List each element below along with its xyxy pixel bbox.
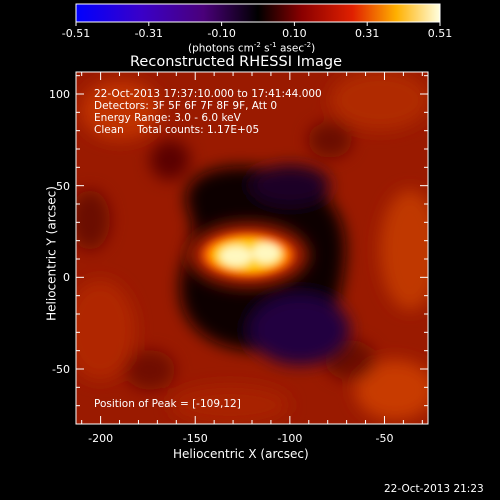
colorbar-tick-label: 0.51	[427, 27, 453, 40]
y-tick-label: -50	[52, 363, 70, 376]
colorbar-tick-label: -0.51	[61, 27, 91, 40]
annotation-peak-position: Position of Peak = [-109,12]	[94, 398, 241, 410]
annotation-detectors: Detectors: 3F 5F 6F 7F 8F 9F, Att 0	[94, 100, 278, 112]
x-tick-label: -200	[88, 432, 114, 445]
x-tick-label: -50	[375, 432, 394, 445]
annotation-time-range: 22-Oct-2013 17:37:10.000 to 17:41:44.000	[94, 88, 322, 100]
annotation-clean: Clean Total counts: 1.17E+05	[94, 124, 260, 136]
image-data	[76, 72, 428, 424]
colorbar	[75, 3, 441, 26]
colorbar-ticks	[75, 22, 441, 26]
colorbar-tick-label: 0.31	[354, 27, 380, 40]
footer-timestamp: 22-Oct-2013 21:23	[384, 483, 484, 495]
y-tick-label: 50	[56, 179, 70, 193]
colorbar-gradient	[75, 3, 441, 23]
y-tick-label: 0	[63, 271, 70, 285]
colorbar-tick-label: 0.10	[282, 27, 307, 40]
y-axis-label: Heliocentric Y (arcsec)	[44, 186, 59, 321]
colorbar-units: (photons cm-2 s-1 asec-2)	[188, 41, 316, 55]
plot-title: Reconstructed RHESSI Image	[130, 54, 343, 70]
x-tick-label: -150	[182, 432, 208, 445]
annotation-energy: Energy Range: 3.0 - 6.0 keV	[94, 112, 241, 124]
x-axis-label: Heliocentric X (arcsec)	[173, 447, 309, 461]
y-tick-label: 100	[49, 88, 70, 101]
colorbar-tick-label: -0.10	[207, 27, 236, 40]
axis-ticks	[76, 72, 428, 424]
colorbar-tick-label: -0.31	[134, 27, 164, 40]
x-tick-label: -100	[277, 432, 303, 445]
